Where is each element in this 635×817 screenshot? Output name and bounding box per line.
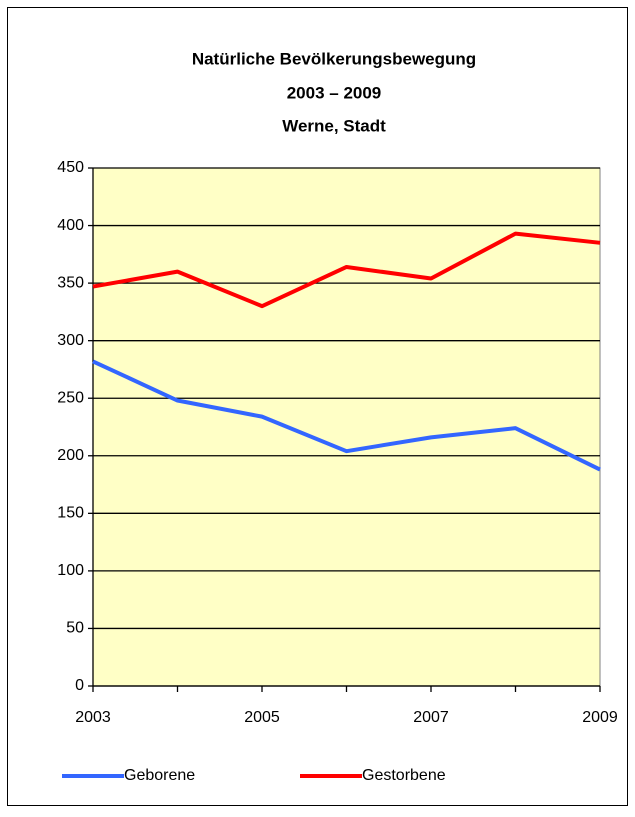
y-tick-label: 0 [75,677,84,694]
chart-title: Natürliche Bevölkerungsbewegung [192,49,476,68]
y-tick-label: 400 [57,217,84,234]
plot-area [92,167,601,687]
x-tick-label: 2009 [582,709,618,726]
y-tick-label: 350 [57,274,84,291]
y-tick-label: 150 [57,505,84,522]
x-tick-label: 2005 [244,709,280,726]
legend-label: Geborene [124,767,195,784]
x-tick-label: 2003 [75,709,111,726]
series-line [92,359,601,472]
series-line [92,231,601,309]
y-tick-label: 300 [57,332,84,349]
chart-title: 2003 – 2009 [287,83,382,102]
chart-title: Werne, Stadt [282,116,386,135]
x-tick-label: 2007 [413,709,449,726]
y-tick-label: 100 [57,562,84,579]
y-tick-label: 200 [57,447,84,464]
y-tick-label: 50 [66,620,84,637]
legend-label: Gestorbene [362,767,446,784]
y-tick-label: 250 [57,389,84,406]
y-tick-label: 450 [57,159,84,176]
